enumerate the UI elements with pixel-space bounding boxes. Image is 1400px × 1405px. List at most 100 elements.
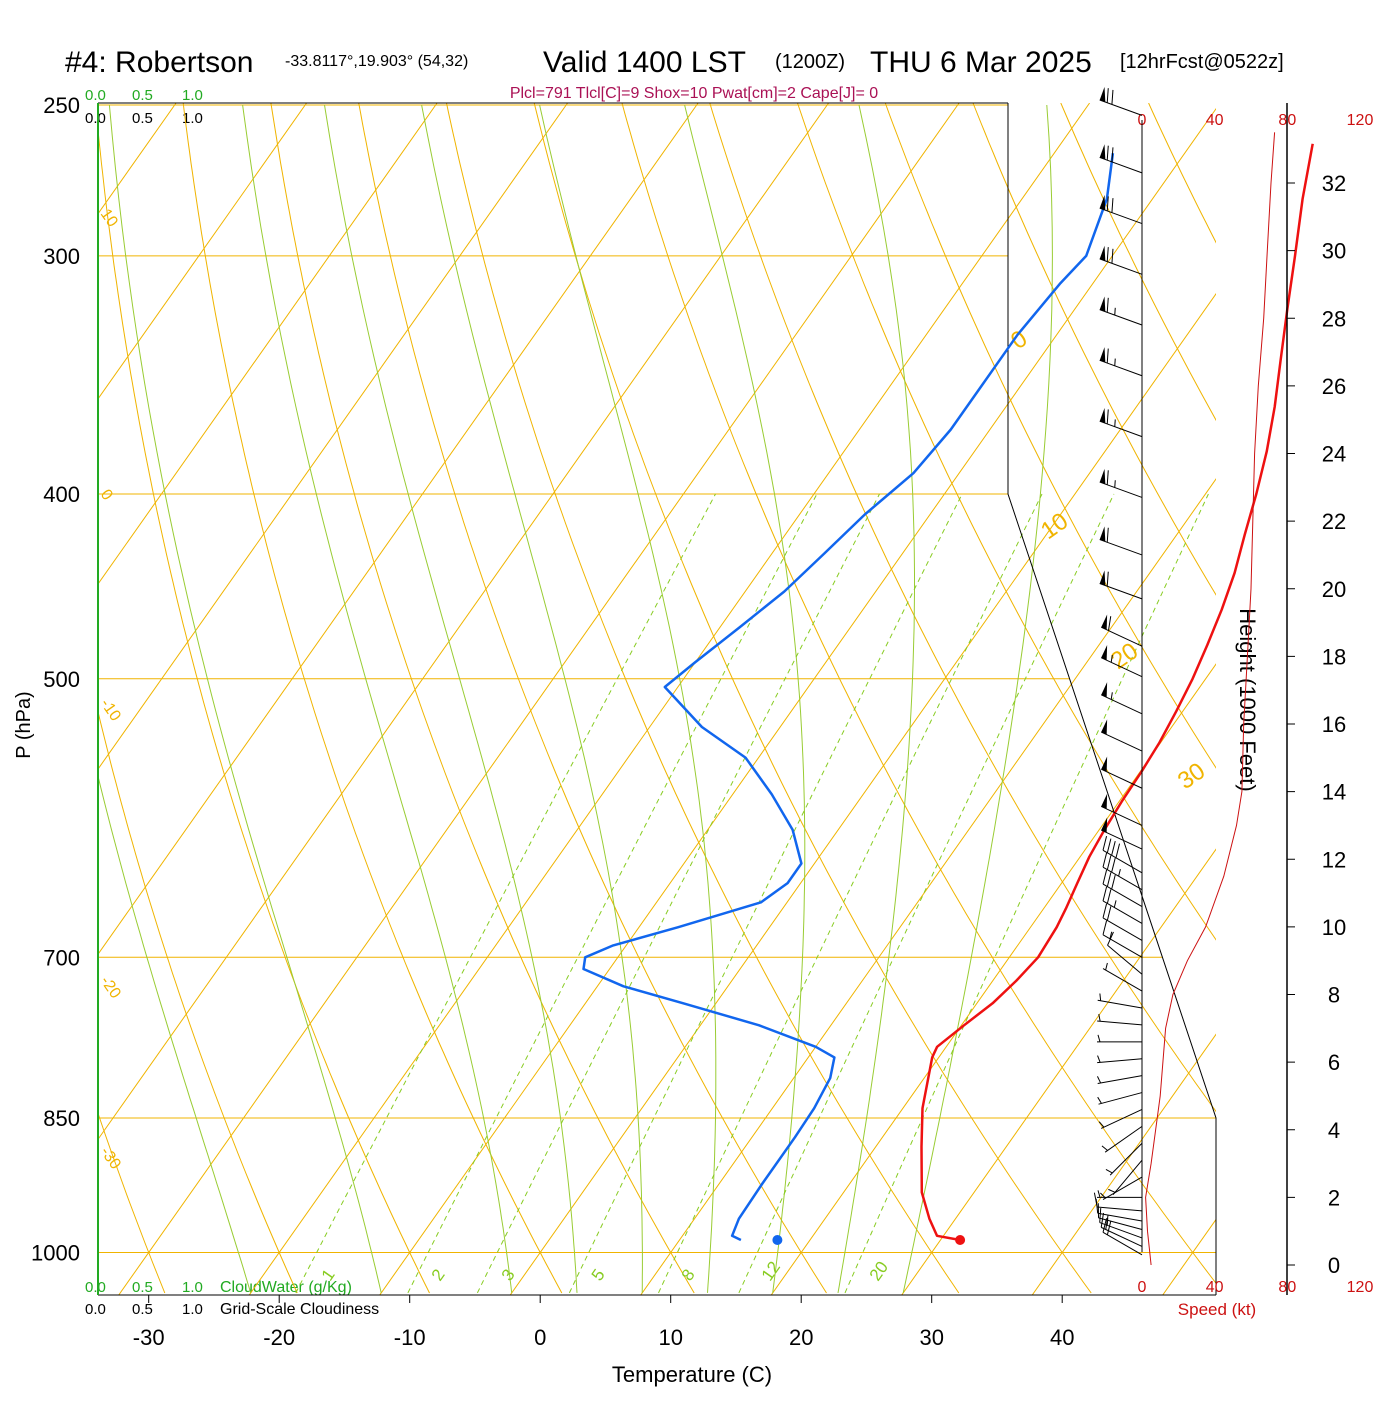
wind-barb-pennant xyxy=(1100,87,1106,102)
y-tick-label: 700 xyxy=(43,945,80,970)
wind-barb-flag xyxy=(1107,349,1108,364)
cloud-scale-bottom: 0.0 0.5 1.0 CloudWater (g/Kg) 0.0 0.5 1.… xyxy=(85,1279,379,1318)
cloudwater-tick: 0.5 xyxy=(132,87,153,104)
isotherm-line xyxy=(1293,103,1400,1295)
station-coords: -33.8117°,19.903° (54,32) xyxy=(285,53,468,70)
wind-barb xyxy=(1103,853,1142,890)
wind-barb xyxy=(1100,526,1142,555)
surface-temperature-point xyxy=(955,1235,965,1245)
wind-barb xyxy=(1097,1014,1142,1025)
wind-barb-staff xyxy=(1103,901,1142,924)
height-tick-label: 24 xyxy=(1322,442,1346,467)
cloudwater-tick: 0.0 xyxy=(85,1279,106,1296)
wind-barb-pennant xyxy=(1101,794,1107,809)
forecast-info: [12hrFcst@0522z] xyxy=(1120,51,1284,73)
dry-adiabat-line xyxy=(95,103,429,1293)
wind-barb-staff xyxy=(1100,482,1142,497)
speed-tick-label: 120 xyxy=(1347,112,1374,129)
wind-barb xyxy=(1103,870,1142,907)
wind-barb-half-flag xyxy=(1114,900,1116,907)
wind-barb xyxy=(1097,1035,1142,1042)
y-tick-label: 500 xyxy=(43,667,80,692)
wind-barb xyxy=(1101,757,1142,789)
wind-barb-flag xyxy=(1112,841,1116,855)
wind-barb-staff xyxy=(1103,884,1142,907)
height-tick-label: 16 xyxy=(1322,712,1346,737)
wind-barb-staff xyxy=(1101,695,1142,714)
background-grid xyxy=(0,103,1400,1295)
potential-temp-label: -10 xyxy=(97,696,124,725)
frame-right xyxy=(1008,103,1216,1295)
wind-barb-half-flag xyxy=(1106,963,1108,970)
isotherm-line xyxy=(249,103,1089,1295)
speed-tick-label: 80 xyxy=(1278,1279,1296,1296)
isotherm-line xyxy=(641,103,1400,1295)
wind-barb-staff xyxy=(1100,310,1142,325)
dry-adiabat-line xyxy=(798,103,1400,1293)
y-tick-label: 1000 xyxy=(31,1241,80,1266)
isotherm-label: 0 xyxy=(1006,325,1032,355)
cloudiness-label: Grid-Scale Cloudiness xyxy=(220,1301,379,1318)
wind-barb-staff xyxy=(1100,208,1142,223)
x-tick-label: 40 xyxy=(1050,1325,1074,1350)
wind-barb xyxy=(1101,719,1142,751)
wind-barb-flag xyxy=(1107,872,1111,886)
wind-barb-half-flag xyxy=(1098,1190,1100,1197)
cloudiness-tick: 0.5 xyxy=(132,110,153,127)
isotherm-line xyxy=(1032,103,1400,1295)
wind-barb-flag xyxy=(1107,409,1108,424)
wind-barb-half-flag xyxy=(1098,1097,1102,1103)
wind-barb-half-flag xyxy=(1119,869,1121,876)
wind-barb-half-flag xyxy=(1115,419,1116,426)
wind-barb xyxy=(1103,1218,1142,1255)
height-tick-label: 0 xyxy=(1328,1253,1340,1278)
wind-barb-staff xyxy=(1101,1109,1142,1128)
wind-barb xyxy=(1094,1193,1142,1211)
mixing-ratio-label: 2 xyxy=(428,1266,449,1285)
wind-barb-flag xyxy=(1103,836,1107,850)
height-tick-label: 8 xyxy=(1328,983,1340,1008)
isotherm-line xyxy=(510,103,1350,1295)
x-axis-title: Temperature (C) xyxy=(612,1362,772,1387)
cloudiness-tick: 0.0 xyxy=(85,110,106,127)
wind-barb xyxy=(1108,932,1142,974)
wind-barb xyxy=(1100,347,1142,376)
y-axis-title: P (hPa) xyxy=(13,691,35,758)
wind-barb-half-flag xyxy=(1108,1189,1115,1192)
mixing-ratio-label: 5 xyxy=(588,1266,609,1285)
wind-barb-pennant xyxy=(1101,645,1107,660)
x-tick-label: 10 xyxy=(658,1325,682,1350)
wind-barb xyxy=(1099,1109,1142,1128)
wind-barb-half-flag xyxy=(1097,1076,1100,1083)
wind-barb-flag xyxy=(1103,921,1107,935)
y-tick-label: 400 xyxy=(43,482,80,507)
wind-barb xyxy=(1100,296,1142,325)
wind-barb-pennant xyxy=(1100,347,1106,362)
wind-barb-flag xyxy=(1107,906,1111,920)
isotherm-line xyxy=(902,103,1400,1295)
plot-frame xyxy=(98,103,1216,1295)
wind-barb-pennant xyxy=(1100,246,1106,261)
speed-axis-title: Speed (kt) xyxy=(1178,1300,1256,1319)
wind-barb-staff xyxy=(1103,850,1142,873)
height-tick-label: 20 xyxy=(1322,577,1346,602)
wind-barb-staff xyxy=(1108,945,1142,974)
mixing-ratio-label: 3 xyxy=(498,1266,519,1285)
wind-barb-staff xyxy=(1100,1223,1142,1238)
valid-date: THU 6 Mar 2025 xyxy=(870,46,1092,79)
wind-barb xyxy=(1097,1056,1142,1063)
wind-barb-pennant xyxy=(1100,469,1106,484)
mixing-ratio-line xyxy=(659,494,1043,1293)
wind-barb-staff xyxy=(1101,806,1142,825)
wind-barb-staff xyxy=(1100,100,1142,115)
wind-barb xyxy=(1100,246,1142,275)
wind-barb-pennant xyxy=(1101,757,1107,772)
wind-barb-staff xyxy=(1100,421,1142,436)
wind-barb-flag xyxy=(1107,528,1108,543)
potential-temp-label: 0 xyxy=(97,487,116,504)
isotherm-line xyxy=(1163,103,1400,1295)
mixing-ratio-label: 12 xyxy=(758,1258,784,1284)
indices-line: Plcl=791 Tlcl[C]=9 Shox=10 Pwat[cm]=2 Ca… xyxy=(510,85,878,102)
y-tick-label: 300 xyxy=(43,244,80,269)
height-tick-label: 2 xyxy=(1328,1185,1340,1210)
